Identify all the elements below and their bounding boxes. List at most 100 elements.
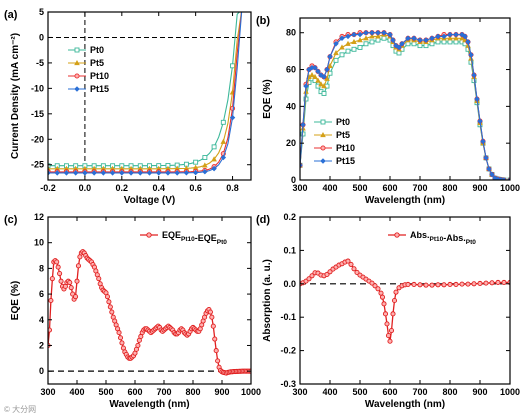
Pt0-point-28 (423, 43, 429, 49)
point-51 (119, 340, 125, 346)
axes-frame (299, 216, 511, 385)
point-33 (387, 338, 393, 344)
x-tick-label: 600 (127, 387, 142, 397)
Pt15-point-1 (300, 122, 306, 128)
y-tick-label: 4 (39, 315, 44, 325)
panel-label: (b) (256, 15, 270, 27)
x-axis-label: Wavelength (nm) (365, 399, 445, 410)
x-tick-label: 0.6 (189, 183, 202, 193)
Pt5-point-13 (345, 40, 351, 46)
Pt0-point-12 (339, 52, 345, 58)
Pt5-point-8 (321, 83, 327, 89)
y-tick-label: -20 (31, 134, 44, 144)
point-43 (417, 282, 423, 288)
Pt15-point-18 (375, 30, 381, 36)
data-series (48, 249, 251, 376)
Pt5-point-42 (239, 7, 244, 11)
point-6 (54, 259, 60, 265)
point-legend (320, 145, 326, 151)
y-tick-label: 6 (39, 289, 44, 299)
Pt5-point-legend (74, 59, 80, 66)
Pt15-point-26 (411, 35, 417, 41)
point-29 (381, 301, 387, 307)
data-series (48, 7, 244, 176)
x-tick-label: 600 (382, 387, 397, 397)
Pt0-point-0 (48, 163, 51, 169)
point-28 (379, 294, 386, 300)
point-35 (96, 276, 102, 282)
Pt5-point-legend (320, 131, 326, 138)
Pt5-point-18 (375, 33, 381, 39)
legend-marker (394, 232, 400, 238)
point-53 (477, 280, 483, 287)
Pt15-point-39 (474, 96, 480, 102)
Pt15-point-34 (202, 168, 208, 175)
Pt15-point-legend (74, 86, 80, 92)
Pt15-point-20 (137, 170, 143, 176)
Pt5-point-11 (333, 49, 339, 56)
y-axis-label: EQE (%) (262, 79, 273, 118)
Pt15-point-6 (315, 68, 321, 75)
x-tick-label: 0.2 (116, 183, 129, 193)
point-19 (73, 294, 79, 300)
Pt15-point-42 (241, 12, 242, 13)
point-117 (215, 358, 221, 364)
x-tick-label: -0.2 (40, 183, 56, 193)
x-tick-label: 900 (472, 387, 487, 397)
Pt15-point-27 (417, 37, 423, 43)
Pt0-point-13 (345, 48, 351, 54)
point-54 (483, 280, 489, 286)
Pt15-point-38 (471, 72, 477, 78)
x-axis-label: Wavelength (nm) (365, 195, 445, 206)
Pt15-point-10 (327, 53, 333, 60)
x-axis-label: Wavelength (nm) (109, 399, 189, 410)
Pt15-point-2 (54, 170, 60, 176)
Pt15-point-43 (486, 166, 492, 172)
Pt0-point-legend (320, 119, 326, 125)
Pt15-point-31 (441, 33, 447, 40)
point-31 (384, 321, 390, 327)
Pt15-point-30 (183, 170, 190, 176)
Pt0-point-30 (435, 39, 441, 45)
Pt0-point-34 (202, 155, 208, 160)
Pt0-point-25 (405, 41, 411, 47)
data-series (300, 30, 510, 180)
panel-b: 300 400 500 600 700 800 900 1000 0 20 40 60 80 Wavele… (256, 15, 520, 206)
Pt15-point-32 (192, 169, 199, 176)
Pt15-point-23 (396, 44, 402, 51)
y-tick-label: 40 (286, 101, 296, 111)
Pt5-point-14 (351, 38, 357, 45)
Pt15-point-19 (381, 30, 387, 36)
point-16 (345, 258, 351, 264)
Pt5-point-16 (363, 35, 369, 41)
legend-label-Pt15: Pt15 (336, 156, 355, 166)
point-15 (67, 279, 73, 286)
Pt15-point-29 (429, 35, 435, 41)
legend-label-Pt10: Pt10 (90, 71, 109, 81)
point-42 (241, 12, 242, 13)
Pt5-point-7 (318, 81, 324, 87)
Pt15-point-26 (165, 170, 171, 176)
point-112 (207, 309, 213, 315)
x-tick-label: 1000 (500, 387, 520, 397)
Pt5-point-6 (315, 77, 321, 83)
point-37 (393, 289, 399, 295)
Pt5-point-36 (211, 156, 217, 162)
Pt15-point-8 (321, 74, 327, 80)
point-1 (48, 327, 52, 333)
y-axis-label: Current Density (mA cm⁻²) (10, 33, 21, 159)
Pt15-point-40 (477, 118, 483, 124)
Pt0-point-11 (333, 57, 339, 63)
Pt15-point-35 (462, 33, 468, 40)
Pt15-point-11 (333, 41, 339, 47)
Pt5-point-5 (312, 73, 318, 80)
point-26 (375, 286, 381, 292)
Pt15-point-2 (303, 83, 309, 89)
Pt0-point-29 (429, 41, 435, 47)
legend-label-Pt0: Pt0 (336, 117, 350, 127)
Pt15-point-38 (220, 154, 227, 161)
Pt0-point-legend (74, 47, 80, 53)
axes-frame (47, 11, 252, 181)
watermark-text: © 大分网 (4, 405, 37, 414)
point-34 (388, 328, 395, 334)
